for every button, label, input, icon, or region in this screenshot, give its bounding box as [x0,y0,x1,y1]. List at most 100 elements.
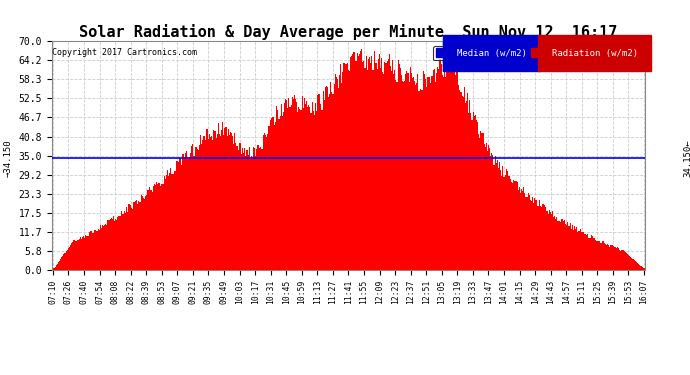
Bar [386,61,388,270]
Bar [165,179,166,270]
Bar [513,180,515,270]
Bar [213,130,215,270]
Bar [106,225,108,270]
Bar [226,136,228,270]
Bar [611,246,613,270]
Bar [456,63,457,270]
Bar [91,231,92,270]
Bar [161,184,163,270]
Bar [288,98,289,270]
Bar [156,182,157,270]
Bar [251,156,252,270]
Bar [606,245,607,270]
Bar [358,56,359,270]
Bar [635,262,637,270]
Bar [61,258,62,270]
Bar [320,104,322,270]
Bar [429,83,431,270]
Bar [372,70,373,270]
Bar [127,212,128,270]
Bar [349,70,350,270]
Bar [423,71,424,270]
Bar [488,145,489,270]
Bar [436,74,437,270]
Bar [400,68,401,270]
Bar [112,219,113,270]
Bar [370,63,371,270]
Bar [141,196,143,270]
Bar [168,176,169,270]
Bar [437,67,438,270]
Bar [421,90,422,270]
Bar [533,203,534,270]
Bar [228,129,229,270]
Bar [197,149,198,270]
Bar [179,158,180,270]
Bar [181,165,182,270]
Bar [259,147,261,270]
Bar [195,147,196,270]
Bar [146,195,147,270]
Bar [220,136,221,270]
Bar [272,117,273,270]
Bar [388,54,390,270]
Bar [196,147,197,270]
Bar [607,244,608,270]
Bar [608,244,609,270]
Bar [93,233,95,270]
Bar [78,240,79,270]
Bar [149,187,150,270]
Bar [302,96,303,270]
Bar [534,198,535,270]
Bar [175,171,176,270]
Bar [207,129,208,270]
Bar [639,264,640,270]
Bar [434,69,435,270]
Bar [405,75,406,270]
Bar [377,60,379,270]
Bar [113,216,114,270]
Bar [233,144,235,270]
Bar [583,232,584,270]
Bar [132,202,134,270]
Text: 34.150←: 34.150← [684,140,690,177]
Bar [508,176,509,270]
Bar [369,57,370,270]
Bar [206,129,207,270]
Bar [282,116,283,270]
Bar [261,149,262,270]
Bar [240,143,241,270]
Bar [303,108,304,270]
Bar [115,219,117,270]
Bar [99,230,100,270]
Bar [464,87,465,270]
Bar [246,150,248,270]
Bar [476,120,477,270]
Bar [172,174,174,270]
Bar [432,76,433,270]
Bar [147,190,148,270]
Bar [593,238,594,270]
Bar [210,137,211,270]
Bar [186,151,187,270]
Bar [56,265,57,270]
Bar [241,154,242,270]
Bar [550,212,551,270]
Bar [552,211,553,270]
Bar [457,67,458,270]
Bar [433,70,434,270]
Bar [495,163,497,270]
Bar [401,75,402,270]
Bar [350,57,351,270]
Bar [67,250,68,270]
Bar [368,58,369,270]
Bar [594,238,595,270]
Bar [413,76,414,270]
Bar [182,154,184,270]
Bar [187,158,188,270]
Bar [264,133,265,270]
Bar [532,197,533,270]
Bar [564,219,565,270]
Bar [616,248,617,270]
Bar [103,226,104,270]
